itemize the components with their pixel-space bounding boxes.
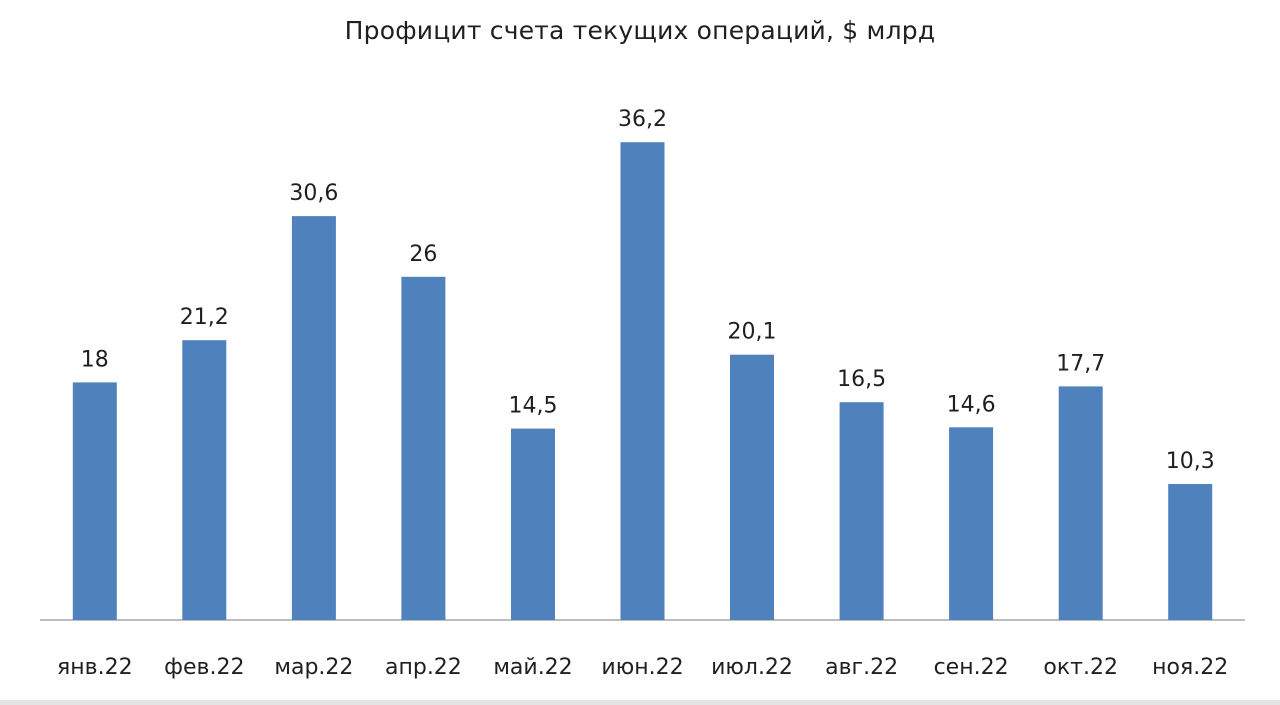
category-label: ноя.22 — [1152, 655, 1228, 680]
value-label: 10,3 — [1166, 449, 1215, 474]
category-label: авг.22 — [825, 655, 898, 680]
value-label: 14,5 — [509, 394, 558, 419]
bar-мар.22 — [291, 216, 336, 620]
value-label: 36,2 — [618, 107, 667, 132]
bar-июн.22 — [620, 142, 665, 620]
category-label: апр.22 — [385, 655, 462, 680]
bar-апр.22 — [401, 276, 446, 620]
bar-сен.22 — [949, 427, 994, 620]
value-label: 26 — [409, 242, 437, 267]
bar-июл.22 — [730, 354, 774, 620]
bar-фев.22 — [182, 340, 227, 620]
category-label: окт.22 — [1043, 655, 1118, 680]
category-label: фев.22 — [164, 655, 244, 680]
bottom-strip — [0, 700, 1280, 705]
bar-янв.22 — [72, 382, 117, 620]
category-label: май.22 — [493, 655, 572, 680]
value-label: 18 — [81, 347, 109, 372]
category-label: июл.22 — [711, 655, 793, 680]
bar-ноя.22 — [1168, 484, 1213, 620]
bar-авг.22 — [839, 402, 884, 620]
value-label: 17,7 — [1056, 351, 1105, 376]
value-label: 16,5 — [837, 367, 886, 392]
category-label: мар.22 — [274, 655, 353, 680]
category-label: сен.22 — [934, 655, 1009, 680]
bar-окт.22 — [1058, 386, 1103, 620]
category-label: июн.22 — [601, 655, 683, 680]
value-label: 30,6 — [289, 181, 338, 206]
value-label: 21,2 — [180, 305, 229, 330]
category-label: янв.22 — [57, 655, 133, 680]
value-label: 14,6 — [947, 392, 996, 417]
value-label: 20,1 — [728, 320, 777, 345]
bar-май.22 — [511, 428, 555, 620]
chart-title: Профицит счета текущих операций, $ млрд — [344, 16, 936, 45]
